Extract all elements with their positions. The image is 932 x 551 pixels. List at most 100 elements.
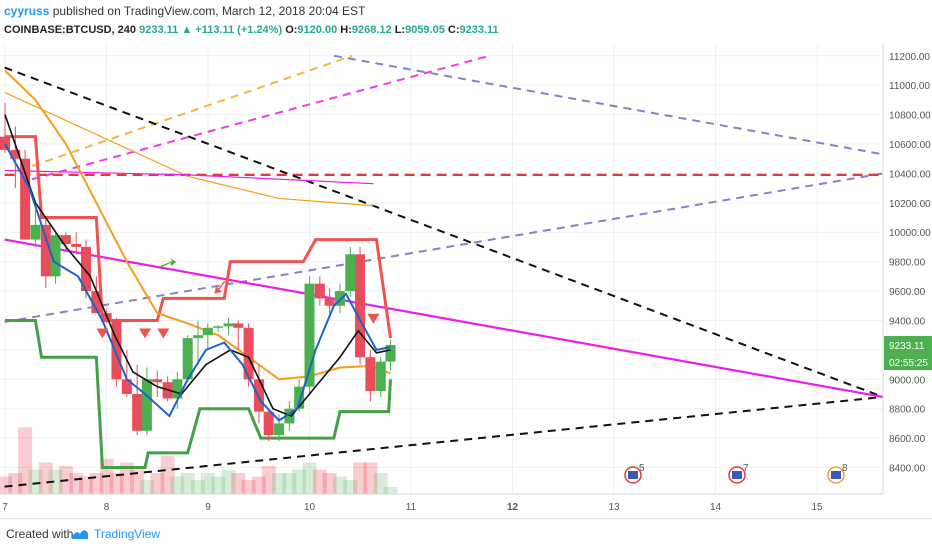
volume-bar xyxy=(302,462,317,494)
flag-field-icon xyxy=(628,471,638,479)
blue-moving-average xyxy=(4,143,391,422)
purple-dashed-trendline-falling xyxy=(333,54,884,156)
y-tick-label: 8600.00 xyxy=(889,434,926,445)
red-donchian-band xyxy=(5,135,392,339)
candle-body[interactable] xyxy=(243,327,254,380)
volume-bar xyxy=(383,487,398,494)
volume-bar xyxy=(28,469,43,494)
candle-body[interactable] xyxy=(111,320,122,380)
volume-bar xyxy=(191,480,206,494)
candle-body[interactable] xyxy=(223,323,234,327)
price-chart[interactable]: 8400.008600.008800.009000.009200.009400.… xyxy=(0,44,932,518)
publish-line: cyyruss published on TradingView.com, Ma… xyxy=(4,4,365,18)
candle-body[interactable] xyxy=(91,291,102,314)
candle-body[interactable] xyxy=(263,411,274,436)
candle-body[interactable] xyxy=(375,361,386,392)
volume-bar xyxy=(221,469,236,494)
candle-body[interactable] xyxy=(334,291,345,306)
symbol-label[interactable]: COINBASE:BTCUSD, 240 xyxy=(4,24,137,36)
tradingview-logo-icon[interactable] xyxy=(70,525,90,543)
y-tick-label: 8400.00 xyxy=(889,464,926,475)
x-tick-label: 7 xyxy=(2,502,8,513)
candle-body[interactable] xyxy=(172,379,183,399)
pink-dashed-trendline xyxy=(31,54,490,181)
created-with-label: Created with xyxy=(6,527,74,541)
candle-body[interactable] xyxy=(60,235,71,244)
candle-body[interactable] xyxy=(294,386,305,409)
volume-bar xyxy=(119,462,134,494)
candle-body[interactable] xyxy=(365,357,376,392)
low-label: L: xyxy=(394,24,406,36)
candle-body[interactable] xyxy=(121,379,132,394)
volume-bar xyxy=(109,473,124,494)
flag-field-icon xyxy=(732,471,742,479)
candle-body[interactable] xyxy=(213,326,224,328)
candle-body[interactable] xyxy=(182,338,193,380)
candle-body[interactable] xyxy=(355,254,366,358)
candle-body[interactable] xyxy=(345,254,356,292)
volume-bar xyxy=(130,469,145,494)
black-dashed-trendline-lower xyxy=(4,395,884,488)
open-label: O: xyxy=(285,24,298,36)
candle-body[interactable] xyxy=(274,423,285,436)
candle-body[interactable] xyxy=(20,158,31,240)
candle-body[interactable] xyxy=(50,235,61,277)
y-tick-label: 9400.00 xyxy=(889,316,926,327)
volume-bar xyxy=(78,476,93,494)
ohlc-line: COINBASE:BTCUSD, 240 9233.11 ▲ +113.11 (… xyxy=(4,24,499,36)
y-tick-label: 9000.00 xyxy=(889,375,926,386)
y-tick-label: 10800.00 xyxy=(889,111,931,122)
candle-body[interactable] xyxy=(80,246,91,292)
author-link[interactable]: cyyruss xyxy=(4,4,50,18)
volume-bar xyxy=(150,473,165,494)
volume-bar xyxy=(363,462,378,494)
candle-body[interactable] xyxy=(71,244,82,247)
chart-header: cyyruss published on TradingView.com, Ma… xyxy=(0,0,932,44)
open-value: 9120.00 xyxy=(297,24,338,36)
x-tick-label: 8 xyxy=(104,502,110,513)
tradingview-brand[interactable]: TradingView xyxy=(94,527,161,541)
price-change: +113.11 (+1.24%) xyxy=(195,24,283,36)
sell-signal-icon xyxy=(139,328,152,339)
candle-body[interactable] xyxy=(141,379,152,431)
volume-bar xyxy=(38,462,53,494)
last-price: 9233.11 xyxy=(139,24,179,36)
candle-body[interactable] xyxy=(30,224,41,240)
y-tick-label: 9600.00 xyxy=(889,287,926,298)
candle-body[interactable] xyxy=(233,323,244,328)
volume-bar xyxy=(211,476,226,494)
candle-body[interactable] xyxy=(132,394,143,431)
y-tick-label: 8800.00 xyxy=(889,405,926,416)
magenta-trendline xyxy=(4,238,884,399)
flag-field-icon xyxy=(831,471,841,479)
purple-dashed-trendline-rising xyxy=(4,172,884,323)
candle-body[interactable] xyxy=(0,136,10,150)
close-label: C: xyxy=(447,24,460,36)
black-dashed-trendline-upper xyxy=(4,66,884,398)
y-tick-label: 11200.00 xyxy=(889,52,930,63)
sell-signal-icon xyxy=(157,328,170,339)
slow-ma-orange xyxy=(4,91,374,207)
x-tick-label: 12 xyxy=(507,502,519,513)
candle-body[interactable] xyxy=(152,379,163,383)
volume-bar xyxy=(292,469,307,494)
candle-body[interactable] xyxy=(10,149,21,159)
candle-body[interactable] xyxy=(304,283,315,387)
high-label: H: xyxy=(340,24,352,36)
event-count: 5 xyxy=(639,463,645,474)
candle-body[interactable] xyxy=(202,327,213,336)
volume-bar xyxy=(0,476,12,494)
volume-bar xyxy=(200,473,215,494)
y-tick-label: 10400.00 xyxy=(889,169,931,180)
candle-body[interactable] xyxy=(314,283,325,299)
candle-body[interactable] xyxy=(385,345,396,362)
volume-bar xyxy=(332,476,347,494)
high-value: 9268.12 xyxy=(351,24,392,36)
candle-body[interactable] xyxy=(40,224,51,277)
publish-info: published on TradingView.com, March 12, … xyxy=(52,4,366,18)
candle-body[interactable] xyxy=(324,298,335,306)
candle-body[interactable] xyxy=(193,335,204,339)
volume-bar xyxy=(353,462,368,494)
volume-bar xyxy=(373,473,388,494)
green-arrow-icon xyxy=(160,258,177,269)
